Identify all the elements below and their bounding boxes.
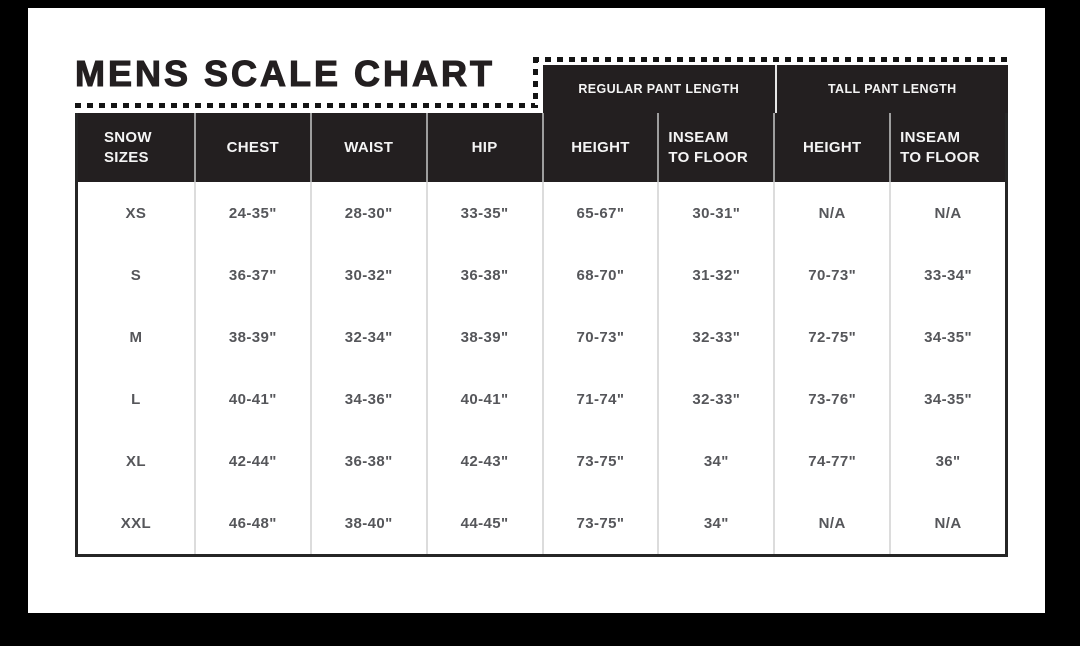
table-cell: 31-32"	[657, 244, 773, 306]
table-cell: N/A	[889, 492, 1005, 554]
table-cell: N/A	[889, 182, 1005, 244]
table-cell: 34"	[657, 430, 773, 492]
dashed-connector-line	[533, 57, 538, 108]
table-row-s: S 36-37" 30-32" 36-38" 68-70" 31-32" 70-73" 33-…	[78, 244, 1005, 306]
table-cell: 36-38"	[309, 430, 426, 492]
table-header-row: SNOW SIZES CHEST WAIST HIP HEIGHT INSEAM TO F…	[78, 113, 1005, 182]
table-cell: 70-73"	[541, 306, 658, 368]
table-cell: 42-44"	[193, 430, 310, 492]
table-cell: 74-77"	[773, 430, 889, 492]
table-row-xxl: XXL 46-48" 38-40" 44-45" 73-75" 34" N/A N/A	[78, 492, 1005, 554]
table-cell: 68-70"	[541, 244, 658, 306]
table-cell: 40-41"	[425, 368, 542, 430]
table-cell: 42-43"	[425, 430, 542, 492]
table-cell: 36-37"	[193, 244, 310, 306]
column-header-height: HEIGHT	[541, 113, 658, 182]
table-cell: 30-31"	[657, 182, 773, 244]
regular-pant-length-header: REGULAR PANT LENGTH	[578, 82, 740, 96]
table-cell: 73-75"	[541, 430, 658, 492]
table-cell: 73-76"	[773, 368, 889, 430]
table-row-xl: XL 42-44" 36-38" 42-43" 73-75" 34" 74-77" 36"	[78, 430, 1005, 492]
size-chart-panel: MENS SCALE CHART REGULAR PANT LENGTH TAL…	[28, 8, 1045, 613]
table-cell: 33-34"	[889, 244, 1005, 306]
table-cell: 33-35"	[425, 182, 542, 244]
table-cell: 34-35"	[889, 368, 1005, 430]
table-cell: 28-30"	[309, 182, 426, 244]
table-cell: 36-38"	[425, 244, 542, 306]
table-body: XS 24-35" 28-30" 33-35" 65-67" 30-31" N/A N/A S 3…	[78, 182, 1005, 554]
size-label: S	[130, 266, 142, 284]
table-row-l: L 40-41" 34-36" 40-41" 71-74" 32-33" 73-76" 34-…	[78, 368, 1005, 430]
table-cell: 36"	[889, 430, 1005, 492]
size-table: SNOW SIZES CHEST WAIST HIP HEIGHT INSEAM TO F…	[75, 113, 1008, 557]
column-header-waist: WAIST	[309, 113, 426, 182]
pant-header-dashed-top	[533, 57, 1008, 62]
table-cell: 73-75"	[541, 492, 658, 554]
column-header-inseam-to-floor: INSEAM TO FLOOR	[657, 113, 773, 182]
table-row-xs: XS 24-35" 28-30" 33-35" 65-67" 30-31" N/A N/A	[78, 182, 1005, 244]
table-cell: 71-74"	[541, 368, 658, 430]
size-label: L	[131, 390, 141, 408]
table-cell: 38-40"	[309, 492, 426, 554]
column-header-chest: CHEST	[193, 113, 310, 182]
table-cell: 32-33"	[657, 368, 773, 430]
size-label: XS	[125, 204, 147, 222]
title-dashed-underline	[75, 103, 535, 108]
table-cell: 40-41"	[193, 368, 310, 430]
column-header-hip: HIP	[425, 113, 542, 182]
chart-title: MENS SCALE CHART	[74, 52, 496, 94]
pant-length-header-band: REGULAR PANT LENGTH TALL PANT LENGTH	[543, 65, 1008, 113]
table-cell: 34-36"	[309, 368, 426, 430]
table-row-m: M 38-39" 32-34" 38-39" 70-73" 32-33" 72-75" 34-…	[78, 306, 1005, 368]
table-cell: 70-73"	[773, 244, 889, 306]
table-cell: 32-34"	[309, 306, 426, 368]
tall-pant-length-header: TALL PANT LENGTH	[774, 65, 1009, 113]
table-cell: N/A	[773, 182, 889, 244]
size-label: XL	[125, 452, 146, 470]
table-cell: N/A	[773, 492, 889, 554]
size-label: XXL	[120, 514, 152, 532]
table-cell: 65-67"	[541, 182, 658, 244]
table-cell: 32-33"	[657, 306, 773, 368]
column-header-snow-sizes: SNOW SIZES	[104, 129, 152, 166]
table-cell: 34-35"	[889, 306, 1005, 368]
table-cell: 46-48"	[193, 492, 310, 554]
table-cell: 44-45"	[425, 492, 542, 554]
table-cell: 38-39"	[193, 306, 310, 368]
table-cell: 30-32"	[309, 244, 426, 306]
size-label: M	[129, 328, 143, 346]
column-header-height: HEIGHT	[773, 113, 889, 182]
table-cell: 72-75"	[773, 306, 889, 368]
table-cell: 24-35"	[193, 182, 310, 244]
table-cell: 38-39"	[425, 306, 542, 368]
table-cell: 34"	[657, 492, 773, 554]
column-header-inseam-to-floor: INSEAM TO FLOOR	[889, 113, 1005, 182]
